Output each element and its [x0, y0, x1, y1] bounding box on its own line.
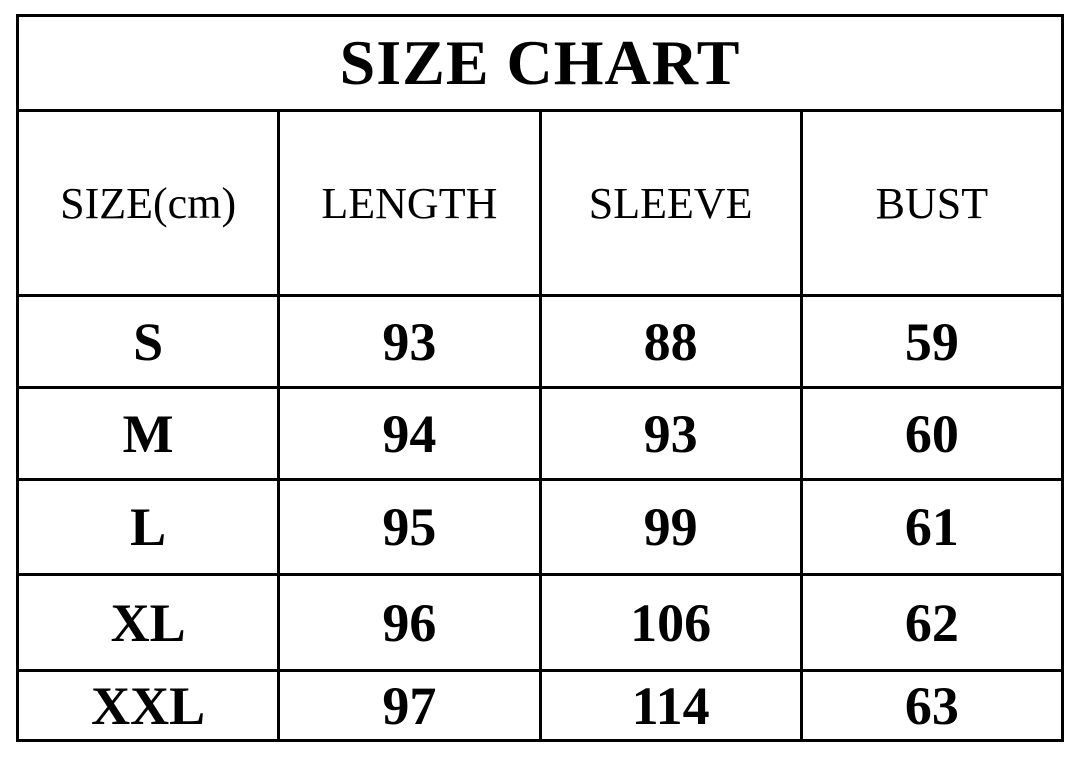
table-title: SIZE CHART — [16, 14, 1064, 112]
cell-bust: 60 — [799, 386, 1065, 481]
table-row-m: M 94 93 60 — [15, 386, 1065, 481]
row-label: M — [15, 386, 281, 481]
table-title-row: SIZE CHART — [16, 14, 1064, 112]
cell-bust: 63 — [799, 669, 1065, 742]
cell-sleeve: 99 — [538, 478, 803, 576]
column-header-sleeve: SLEEVE — [538, 109, 803, 297]
row-label: XL — [15, 573, 281, 672]
column-header-size: SIZE(cm) — [15, 109, 281, 297]
cell-length: 93 — [277, 294, 542, 389]
cell-bust: 62 — [799, 573, 1065, 672]
column-header-length: LENGTH — [277, 109, 542, 297]
row-label: S — [15, 294, 281, 389]
table-row-l: L 95 99 61 — [15, 478, 1065, 576]
cell-sleeve: 106 — [538, 573, 803, 672]
table-header-row: SIZE(cm) LENGTH SLEEVE BUST — [15, 109, 1065, 297]
cell-length: 97 — [277, 669, 542, 742]
cell-sleeve: 114 — [538, 669, 803, 742]
table-row-xl: XL 96 106 62 — [15, 573, 1065, 672]
row-label: XXL — [15, 669, 281, 742]
cell-length: 95 — [277, 478, 542, 576]
cell-length: 94 — [277, 386, 542, 481]
cell-bust: 61 — [799, 478, 1065, 576]
row-label: L — [15, 478, 281, 576]
column-header-bust: BUST — [799, 109, 1065, 297]
table-row-xxl: XXL 97 114 63 — [15, 669, 1065, 742]
cell-sleeve: 93 — [538, 386, 803, 481]
cell-sleeve: 88 — [538, 294, 803, 389]
size-chart-table: SIZE CHART SIZE(cm) LENGTH SLEEVE BUST S… — [15, 14, 1065, 742]
cell-bust: 59 — [799, 294, 1065, 389]
table-row-s: S 93 88 59 — [15, 294, 1065, 389]
cell-length: 96 — [277, 573, 542, 672]
